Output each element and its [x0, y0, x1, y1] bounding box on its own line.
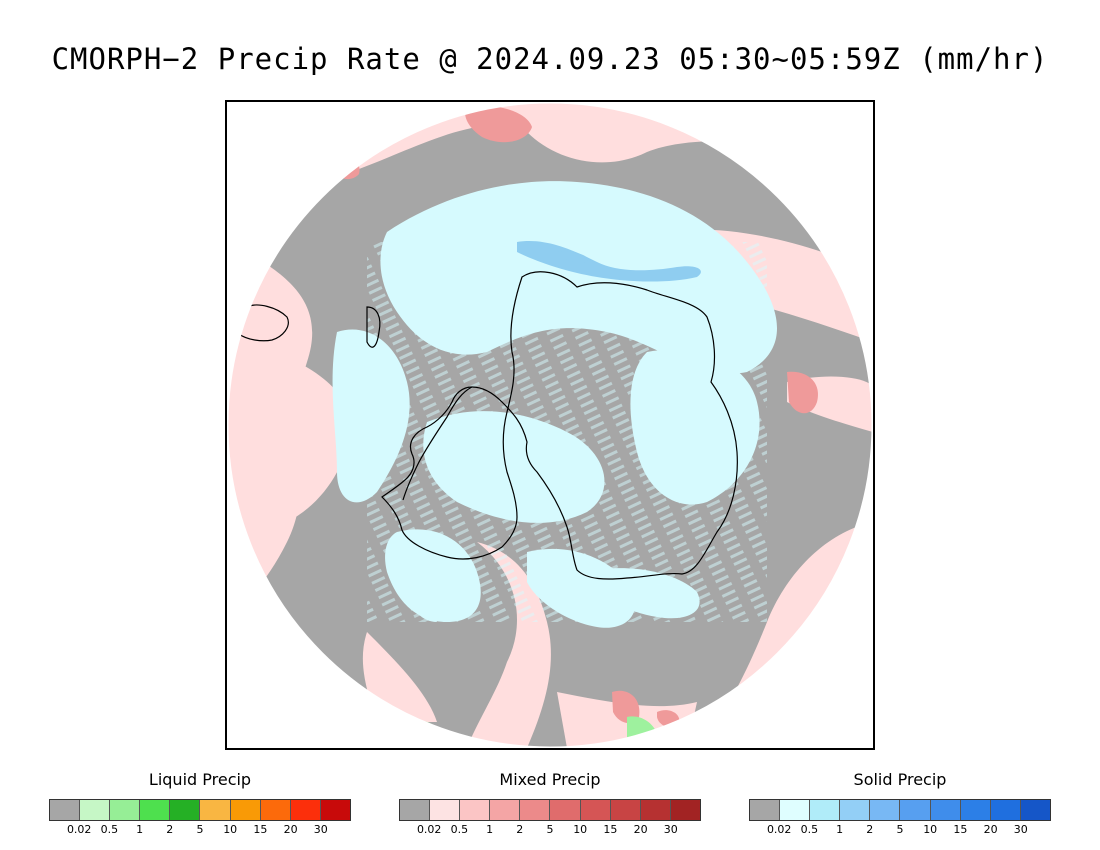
precip-map [227, 102, 873, 748]
legend-liquid: Liquid Precip 0.02 0.5 1 2 5 10 15 20 30 [49, 770, 351, 837]
legend-ticks: 0.02 0.5 1 2 5 10 15 20 30 [749, 821, 1051, 837]
legend-swatch [870, 800, 901, 820]
legend-swatch [110, 800, 141, 820]
legend-tick-label: 0.5 [100, 823, 119, 836]
legend-swatch [520, 800, 551, 820]
legend-tick-label: 0.5 [450, 823, 469, 836]
legend-swatch [930, 800, 961, 820]
legend-swatch [200, 800, 231, 820]
legend-swatch [460, 800, 491, 820]
legend-tick-label: 30 [313, 823, 328, 836]
legend-tick-label: 10 [923, 823, 938, 836]
legend-tick-label: 20 [983, 823, 998, 836]
legend-tick-label: 15 [953, 823, 968, 836]
legend-tick-label: 2 [516, 823, 524, 836]
south-america-coastline [238, 304, 289, 342]
legend-swatch [430, 800, 461, 820]
legend-swatch [810, 800, 841, 820]
legend-swatch [610, 800, 641, 820]
legend-swatch [580, 800, 611, 820]
polar-disc [228, 103, 872, 747]
legend-swatch [290, 800, 321, 820]
legend-swatch [750, 800, 781, 820]
legend-swatch [780, 800, 811, 820]
legend-swatch [170, 800, 201, 820]
legend-tick-label: 15 [603, 823, 618, 836]
legend-swatch [1020, 800, 1050, 820]
legend-tick-label: 30 [1013, 823, 1028, 836]
map-frame [225, 100, 875, 750]
legend-tick-label: 10 [223, 823, 238, 836]
island-coastline [366, 306, 381, 348]
legend-tick-label: 0.02 [766, 823, 792, 836]
legend-swatch [80, 800, 111, 820]
legend-ticks: 0.02 0.5 1 2 5 10 15 20 30 [399, 821, 701, 837]
legend-swatch [670, 800, 700, 820]
legend-tick-label: 0.02 [416, 823, 442, 836]
map-title: CMORPH−2 Precip Rate @ 2024.09.23 05:30~… [51, 42, 1049, 76]
legend-swatch [320, 800, 350, 820]
legend-ticks: 0.02 0.5 1 2 5 10 15 20 30 [49, 821, 351, 837]
legend-swatch [640, 800, 671, 820]
legend-colorbar [749, 799, 1051, 821]
legend-swatch [990, 800, 1021, 820]
solid-precip-moderate-band [517, 241, 701, 282]
legend-tick-label: 0.02 [66, 823, 92, 836]
legend-title: Solid Precip [853, 770, 947, 789]
legend-swatch [260, 800, 291, 820]
legend-tick-label: 30 [663, 823, 678, 836]
legend-swatch [490, 800, 521, 820]
streak-texture [367, 242, 767, 622]
legend-tick-label: 20 [633, 823, 648, 836]
legend-mixed: Mixed Precip 0.02 0.5 1 2 5 10 15 20 30 [399, 770, 701, 837]
legend-tick-label: 10 [573, 823, 588, 836]
legend-tick-label: 15 [253, 823, 268, 836]
legend-title: Mixed Precip [499, 770, 601, 789]
legend-swatch [400, 800, 431, 820]
legend-swatch [840, 800, 871, 820]
legend-solid: Solid Precip 0.02 0.5 1 2 5 10 15 20 30 [749, 770, 1051, 837]
legend-colorbar [399, 799, 701, 821]
legend-swatch [50, 800, 81, 820]
legend-colorbar [49, 799, 351, 821]
legend-tick-label: 5 [896, 823, 904, 836]
legend-tick-label: 2 [166, 823, 174, 836]
legend-tick-label: 5 [196, 823, 204, 836]
antarctic-peninsula-coastline [402, 386, 473, 501]
legend-tick-label: 2 [866, 823, 874, 836]
legend-tick-label: 20 [283, 823, 298, 836]
disc-edge [227, 102, 873, 748]
legend-swatch [960, 800, 991, 820]
legend-tick-label: 5 [546, 823, 554, 836]
legend-tick-label: 1 [136, 823, 144, 836]
legend-swatch [550, 800, 581, 820]
legend-title: Liquid Precip [148, 770, 252, 789]
legend-swatch [140, 800, 171, 820]
legend-tick-label: 0.5 [800, 823, 819, 836]
legend-tick-label: 1 [486, 823, 494, 836]
legend-swatch [900, 800, 931, 820]
antarctica-coastline [381, 271, 738, 580]
legend-swatch [230, 800, 261, 820]
legend-tick-label: 1 [836, 823, 844, 836]
